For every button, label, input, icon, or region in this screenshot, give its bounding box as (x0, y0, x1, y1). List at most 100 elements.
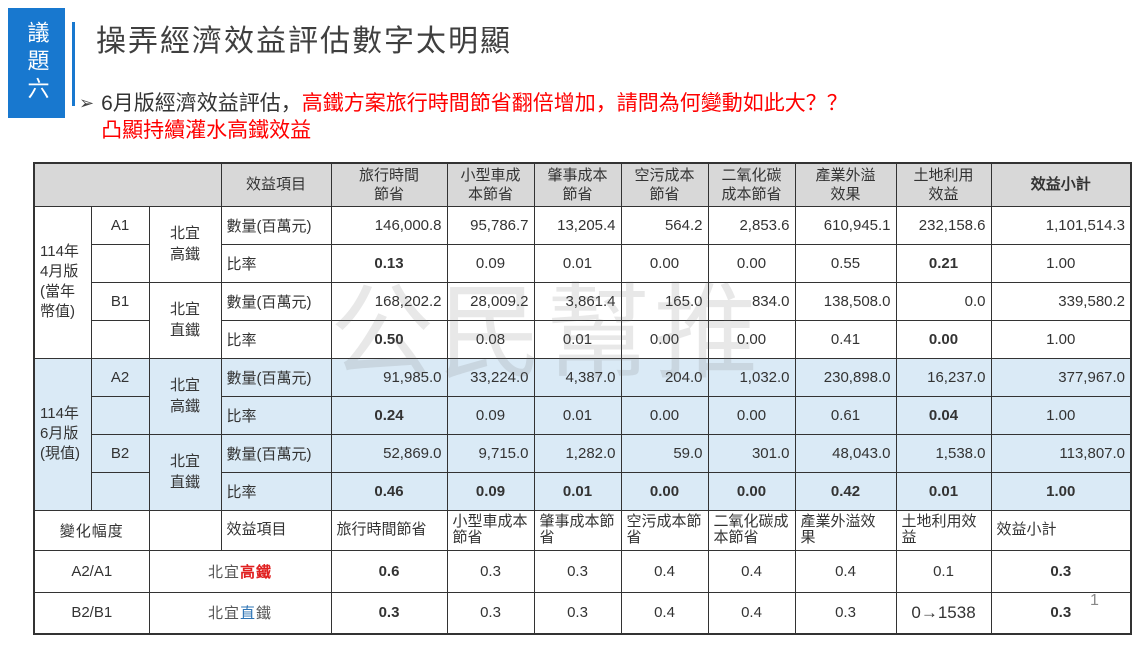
code-b2: B2 (90, 433, 150, 473)
cell-a2-qty-5: 230,898.0 (794, 357, 897, 397)
row-a2-ratio: 比率 0.24 0.09 0.01 0.00 0.00 0.61 0.04 1.… (34, 395, 1132, 435)
cell-b1-qty-2: 3,861.4 (533, 281, 622, 321)
route-b2b1-prefix: 北宜 (207, 605, 240, 623)
cell-a2-ratio-3: 0.00 (620, 395, 709, 435)
cell-a2-qty-2: 4,387.0 (533, 357, 622, 397)
route-a2a1: 北宜高鐵 (148, 549, 332, 593)
cell-a2-ratio-4: 0.00 (707, 395, 796, 435)
cell-b2-qty-7: 113,807.0 (990, 433, 1132, 473)
cell-a1-ratio-1: 0.09 (446, 243, 535, 283)
code-a2a1: A2/A1 (33, 549, 150, 593)
change-header-benefit-item: 效益項目 (220, 509, 332, 551)
route-b2b1-suffix: 鐵 (256, 605, 273, 623)
period-jun-label: 114年 6月版 (現值) (33, 357, 92, 511)
cell-b1-ratio-4: 0.00 (707, 319, 796, 359)
cell-b1-qty-4: 834.0 (707, 281, 796, 321)
cell-a1-ratio-2: 0.01 (533, 243, 622, 283)
cell-a1-qty-4: 2,853.6 (707, 205, 796, 245)
bullet-block: ➢ 6月版經濟效益評估，高鐵方案旅行時間節省翻倍增加，請問為何變動如此大？？ 凸… (79, 90, 848, 144)
bullet-text: 6月版經濟效益評估，高鐵方案旅行時間節省翻倍增加，請問為何變動如此大？？ 凸顯持… (101, 90, 848, 144)
cell-b2-ratio-4: 0.00 (707, 471, 796, 511)
cell-a1-ratio-6: 0.21 (895, 243, 992, 283)
cell-a2-qty-1: 33,224.0 (446, 357, 535, 397)
qty-label: 數量(百萬元) (220, 205, 332, 245)
cell-a2-ratio-5: 0.61 (794, 395, 897, 435)
cell-a2-qty-4: 1,032.0 (707, 357, 796, 397)
cell-b2-qty-4: 301.0 (707, 433, 796, 473)
corner-cell (33, 162, 222, 207)
empty-cell (90, 395, 150, 435)
route-b1: 北宜 直鐵 (148, 281, 222, 359)
cell-b2-qty-3: 59.0 (620, 433, 709, 473)
cell-a1-qty-2: 13,205.4 (533, 205, 622, 245)
row-b2-ratio: 比率 0.46 0.09 0.01 0.00 0.00 0.42 0.01 1.… (34, 471, 1132, 511)
cell-a1-ratio-4: 0.00 (707, 243, 796, 283)
header-benefit-item: 效益項目 (220, 162, 332, 207)
cell-a2a1-2: 0.3 (533, 549, 622, 593)
bullet-line1-red: 高鐵方案旅行時間節省翻倍增加，請問為何變動如此大？？ (301, 92, 848, 115)
cell-a1-qty-6: 232,158.6 (895, 205, 992, 245)
row-b1-ratio: 比率 0.50 0.08 0.01 0.00 0.00 0.41 0.00 1.… (34, 319, 1132, 359)
header-col-accident-cost: 肇事成本 節省 (533, 162, 622, 207)
row-a1-qty: 114年 4月版 (當年 幣值) A1 北宜 高鐵 數量(百萬元) 146,00… (33, 205, 1132, 359)
empty-cell (90, 319, 150, 359)
page-number: 1 (1090, 592, 1099, 609)
ratio-label: 比率 (220, 471, 332, 511)
cell-a2-qty-0: 91,985.0 (330, 357, 448, 397)
change-header-row: 變化幅度 效益項目 旅行時間節省 小型車成本 節省 肇事成本節 省 空污成本節 … (33, 509, 1132, 551)
code-a2: A2 (90, 357, 150, 397)
cell-b1-ratio-7: 1.00 (990, 319, 1132, 359)
qty-label: 數量(百萬元) (220, 357, 332, 397)
bullet-line-1: 6月版經濟效益評估，高鐵方案旅行時間節省翻倍增加，請問為何變動如此大？？ (101, 90, 848, 117)
cell-a2-ratio-0: 0.24 (330, 395, 448, 435)
cell-b2-ratio-6: 0.01 (895, 471, 992, 511)
cell-b2b1-3: 0.4 (620, 591, 709, 635)
route-a1: 北宜 高鐵 (148, 205, 222, 283)
route-a2a1-prefix: 北宜 (207, 563, 240, 581)
slide-title: 操弄經濟效益評估數字太明顯 (96, 25, 512, 58)
header-col-car-cost: 小型車成 本節省 (446, 162, 535, 207)
change-header-travel-time: 旅行時間節省 (330, 509, 448, 551)
bullet-arrow-icon: ➢ (79, 93, 95, 113)
row-a1-ratio: 比率 0.13 0.09 0.01 0.00 0.00 0.55 0.21 1.… (34, 243, 1132, 283)
cell-b1-ratio-6: 0.00 (895, 319, 992, 359)
cell-a2-qty-3: 204.0 (620, 357, 709, 397)
cell-b2-qty-0: 52,869.0 (330, 433, 448, 473)
code-a1: A1 (90, 205, 150, 245)
cell-b1-ratio-3: 0.00 (620, 319, 709, 359)
cell-a2a1-3: 0.4 (620, 549, 709, 593)
cell-a2a1-7: 0.3 (990, 549, 1132, 593)
cell-b2b1-1: 0.3 (446, 591, 535, 635)
change-header-subtotal: 效益小計 (990, 509, 1132, 551)
cell-b1-qty-5: 138,508.0 (794, 281, 897, 321)
cell-b2-qty-5: 48,043.0 (794, 433, 897, 473)
cell-b2-qty-2: 1,282.0 (533, 433, 622, 473)
row-a2-qty: 114年 6月版 (現值) A2 北宜 高鐵 數量(百萬元) 91,985.0 … (33, 357, 1132, 511)
qty-label: 數量(百萬元) (220, 433, 332, 473)
cell-a1-ratio-5: 0.55 (794, 243, 897, 283)
change-header-accident-cost: 肇事成本節 省 (533, 509, 622, 551)
route-a2a1-suffix: 高鐵 (240, 563, 273, 581)
row-b1-qty: B1 北宜 直鐵 數量(百萬元) 168,202.2 28,009.2 3,86… (34, 281, 1132, 359)
change-header-co2-cost: 二氧化碳成 本節省 (707, 509, 796, 551)
cell-b1-ratio-2: 0.01 (533, 319, 622, 359)
header-col-travel-time: 旅行時間 節省 (330, 162, 448, 207)
cell-a2a1-6: 0.1 (895, 549, 992, 593)
period-apr-label: 114年 4月版 (當年 幣值) (33, 205, 92, 359)
route-a2: 北宜 高鐵 (148, 357, 222, 435)
cell-a2-qty-7: 377,967.0 (990, 357, 1132, 397)
change-header-air-pollution: 空污成本節 省 (620, 509, 709, 551)
cell-b2-qty-6: 1,538.0 (895, 433, 992, 473)
cell-a1-ratio-7: 1.00 (990, 243, 1132, 283)
header-col-industry-spillover: 產業外溢 效果 (794, 162, 897, 207)
header-col-subtotal: 效益小計 (990, 162, 1132, 207)
table-header-row: 效益項目 旅行時間 節省 小型車成 本節省 肇事成本 節省 空污成本 節省 二氧… (33, 162, 1132, 207)
cell-a2a1-5: 0.4 (794, 549, 897, 593)
cell-b2b1-0: 0.3 (330, 591, 448, 635)
cell-a1-qty-7: 1,101,514.3 (990, 205, 1132, 245)
cell-a2-ratio-2: 0.01 (533, 395, 622, 435)
cell-b2-ratio-5: 0.42 (794, 471, 897, 511)
cell-a2-ratio-7: 1.00 (990, 395, 1132, 435)
cell-a2-ratio-6: 0.04 (895, 395, 992, 435)
change-header-land-use: 土地利用效 益 (895, 509, 992, 551)
